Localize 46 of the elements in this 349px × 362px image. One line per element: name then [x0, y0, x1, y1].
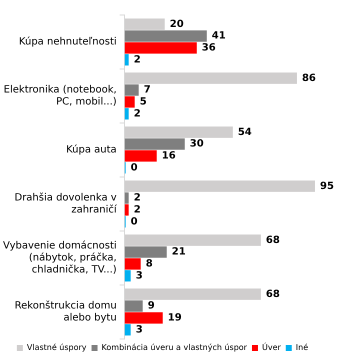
- data-label: 19: [168, 312, 182, 324]
- bar: [124, 300, 143, 312]
- y-tick-label: Rekonštrukcia domu alebo bytu: [14, 300, 117, 324]
- data-label: 0: [130, 162, 138, 174]
- y-tick-label: Elektronika (notebook, PC, mobil...): [4, 84, 117, 108]
- data-label: 36: [202, 42, 216, 54]
- data-label: 5: [140, 96, 147, 108]
- data-label: 2: [134, 108, 141, 120]
- data-label: 95: [320, 180, 334, 192]
- legend-label: Vlastné úspory: [26, 343, 87, 352]
- bar: [124, 258, 141, 270]
- data-label: 16: [162, 150, 176, 162]
- data-label: 2: [134, 54, 141, 66]
- bar: [124, 30, 207, 42]
- data-label: 9: [148, 300, 155, 312]
- data-label: 0: [130, 216, 138, 228]
- y-tick-label: Kúpa auta: [66, 144, 117, 156]
- data-label: 3: [136, 324, 143, 336]
- data-label: 68: [266, 234, 280, 246]
- legend-label: Iné: [296, 343, 308, 352]
- bar: [124, 96, 135, 108]
- data-label: 7: [144, 84, 151, 96]
- y-tick-label: Vybavenie domácnosti (nábytok, práčka, chladnička, TV...): [2, 240, 117, 276]
- data-label: 41: [212, 30, 226, 42]
- y-tick-label: Drahšia dovolenka v zahraničí: [14, 192, 118, 216]
- data-label: 2: [134, 204, 141, 216]
- y-tick-label: Kúpa nehnuteľnosti: [18, 36, 117, 48]
- data-label: 68: [266, 288, 280, 300]
- data-label: 3: [136, 270, 143, 282]
- data-label: 2: [134, 192, 141, 204]
- data-label: 8: [146, 258, 153, 270]
- data-label: 86: [302, 72, 316, 84]
- bar: [124, 138, 185, 150]
- legend-label: Kombinácia úveru a vlastných úspor: [102, 343, 248, 352]
- data-label: 21: [172, 246, 186, 258]
- data-label: 30: [190, 138, 204, 150]
- bar: [124, 246, 167, 258]
- data-label: 20: [170, 18, 184, 30]
- bar: [124, 324, 131, 336]
- bar: [124, 312, 163, 324]
- data-label: 54: [238, 126, 252, 138]
- bar: [124, 150, 157, 162]
- bar: [124, 84, 139, 96]
- bar: [124, 42, 197, 54]
- bar: [124, 270, 131, 282]
- legend-label: Úver: [262, 342, 282, 352]
